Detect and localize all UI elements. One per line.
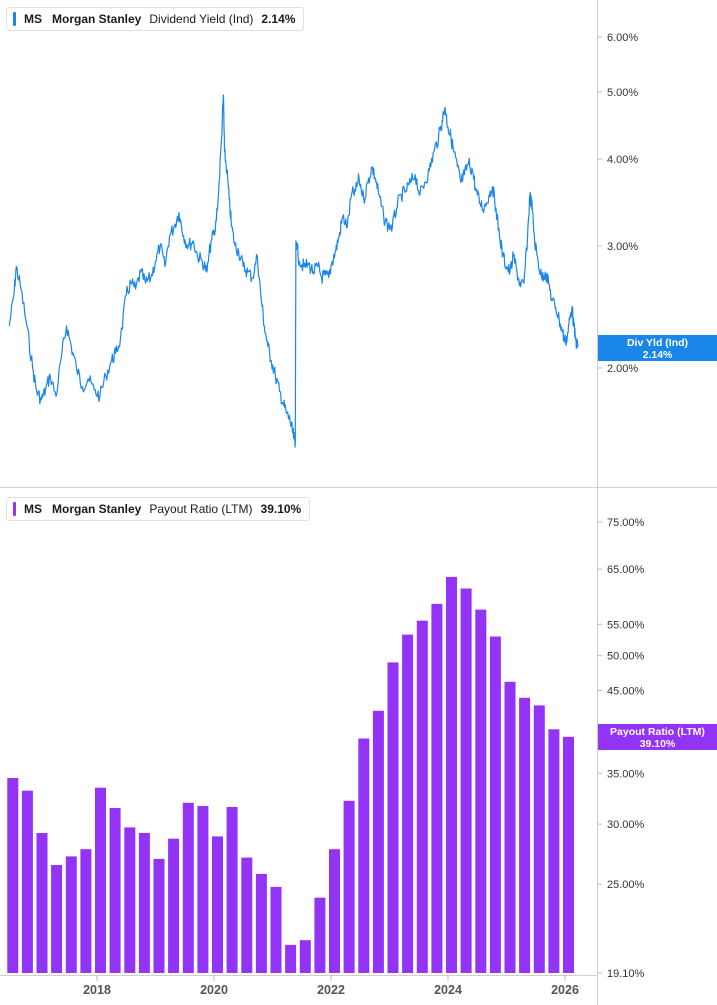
y-tick-label: 6.00%	[607, 32, 638, 44]
payout-ratio-bar	[460, 588, 472, 973]
legend-company: Morgan Stanley	[52, 502, 142, 516]
payout-ratio-bar	[153, 858, 165, 973]
payout-ratio-bar	[475, 609, 487, 973]
price-tag-value: 39.10%	[639, 738, 676, 750]
x-tick-label: 2018	[83, 983, 111, 997]
y-tick-label: 4.00%	[607, 154, 638, 166]
payout-ratio-bar	[358, 738, 370, 973]
y-tick-label: 65.00%	[607, 564, 645, 576]
y-tick-label: 35.00%	[607, 768, 645, 780]
x-tick-label: 2022	[317, 983, 345, 997]
price-tag-value: 2.14%	[642, 349, 673, 361]
payout-ratio-bar	[124, 827, 136, 973]
payout-ratio-bar	[138, 833, 150, 973]
payout-ratio-bar	[51, 865, 63, 973]
payout-ratio-bar	[372, 710, 384, 973]
series-color-swatch	[13, 502, 16, 516]
payout-ratio-bar	[109, 808, 121, 973]
x-tick-label: 2026	[551, 983, 579, 997]
payout-ratio-bar	[343, 800, 355, 973]
legend-company: Morgan Stanley	[52, 12, 142, 26]
x-tick-label: 2020	[200, 983, 228, 997]
price-tag-label: Div Yld (Ind)	[626, 337, 689, 349]
price-tag-label: Payout Ratio (LTM)	[610, 726, 705, 738]
payout-ratio-bar	[226, 807, 238, 973]
payout-ratio-bar	[548, 729, 560, 973]
payout-ratio-bar	[197, 806, 209, 973]
y-tick-label: 25.00%	[607, 879, 645, 891]
y-tick-label: 3.00%	[607, 241, 638, 253]
payout-ratio-bar	[519, 697, 531, 973]
y-tick-label: 45.00%	[607, 685, 645, 697]
legend-value: 39.10%	[260, 502, 302, 516]
payout-ratio-legend[interactable]: MS Morgan Stanley Payout Ratio (LTM) 39.…	[6, 497, 311, 521]
payout-ratio-bar	[329, 849, 340, 973]
payout-ratio-bar	[504, 681, 516, 973]
payout-ratio-bar	[416, 620, 428, 973]
y-tick-label: 2.00%	[607, 363, 638, 375]
y-tick-label: 19.10%	[607, 968, 645, 980]
payout-ratio-bar	[212, 836, 223, 973]
payout-ratio-bar	[402, 634, 414, 973]
payout-ratio-bar	[533, 705, 545, 973]
y-tick-label: 55.00%	[607, 619, 645, 631]
x-tick-label: 2024	[434, 983, 462, 997]
payout-ratio-bar	[36, 833, 48, 973]
payout-ratio-bar	[255, 873, 267, 973]
legend-metric: Payout Ratio (LTM)	[149, 502, 253, 516]
legend-ticker: MS	[24, 502, 42, 516]
y-tick-label: 75.00%	[607, 517, 645, 529]
series-color-swatch	[13, 12, 16, 26]
payout-ratio-bar	[270, 886, 282, 973]
payout-ratio-bar	[7, 778, 19, 973]
payout-ratio-bar	[489, 636, 501, 973]
legend-metric: Dividend Yield (Ind)	[149, 12, 254, 26]
payout-ratio-bar	[95, 787, 106, 973]
payout-ratio-bar	[446, 576, 457, 973]
dividend-yield-plot	[8, 94, 579, 448]
dividend-yield-legend[interactable]: MS Morgan Stanley Dividend Yield (Ind) 2…	[6, 7, 305, 31]
payout-ratio-bar	[168, 838, 180, 973]
y-tick-label: 50.00%	[607, 651, 645, 663]
payout-ratio-bar	[241, 857, 253, 973]
dividend-yield-price-tag: Div Yld (Ind) 2.14%	[598, 335, 717, 361]
payout-ratio-bar	[285, 944, 297, 973]
y-tick-label: 5.00%	[607, 87, 638, 99]
dividend-yield-line	[8, 94, 579, 448]
payout-ratio-bar	[80, 849, 92, 973]
payout-ratio-bar	[299, 940, 311, 973]
payout-ratio-plot	[7, 576, 574, 973]
payout-ratio-bar	[387, 662, 399, 973]
legend-value: 2.14%	[261, 12, 296, 26]
payout-ratio-bar	[563, 736, 574, 973]
payout-ratio-bar	[182, 802, 194, 973]
payout-ratio-bar	[65, 856, 77, 973]
payout-ratio-bar	[21, 790, 33, 973]
payout-ratio-bar	[314, 897, 326, 973]
payout-ratio-price-tag: Payout Ratio (LTM) 39.10%	[598, 724, 717, 750]
payout-ratio-bar	[431, 603, 443, 973]
legend-ticker: MS	[24, 12, 42, 26]
y-tick-label: 30.00%	[607, 819, 645, 831]
